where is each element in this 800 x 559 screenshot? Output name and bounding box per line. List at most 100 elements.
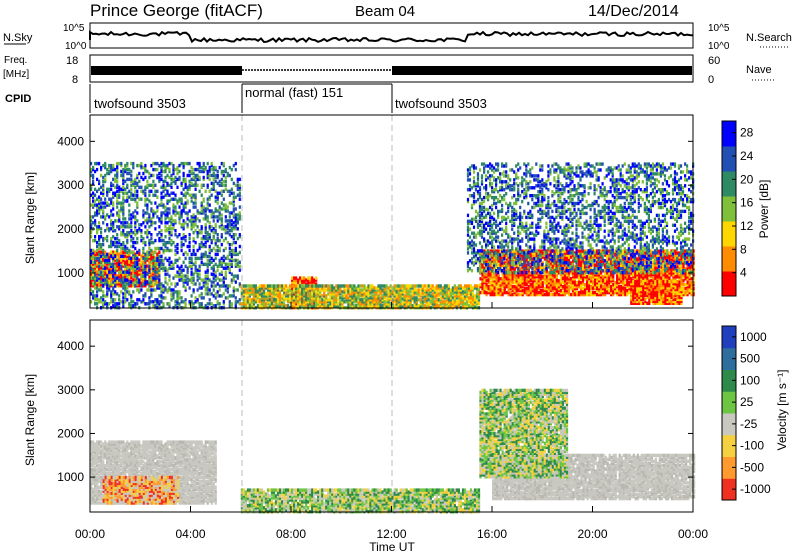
echo-cell [235, 263, 237, 266]
echo-cell [120, 225, 122, 228]
echo-cell [168, 274, 170, 277]
echo-cell [323, 284, 325, 287]
echo-cell [211, 168, 213, 171]
echo-cell [168, 302, 170, 305]
echo-cell [305, 284, 307, 287]
echo-cell [189, 286, 191, 289]
echo-cell [287, 304, 289, 307]
echo-cell [146, 268, 148, 271]
echo-cell [100, 201, 102, 204]
echo-cell [189, 174, 191, 177]
echo-cell [104, 205, 106, 208]
echo-cell [203, 176, 205, 179]
echo-cell [233, 286, 235, 289]
echo-cell [142, 269, 144, 272]
echo-cell [464, 302, 466, 305]
echo-cell [130, 284, 132, 287]
echo-cell [166, 211, 168, 214]
echo-cell [174, 259, 176, 262]
echo-cell [168, 184, 170, 187]
echo-cell [142, 241, 144, 244]
echo-cell [136, 211, 138, 214]
echo-cell [217, 215, 219, 218]
echo-cell [112, 253, 114, 256]
echo-cell [176, 251, 178, 254]
echo-cell [384, 300, 386, 303]
echo-cell [462, 286, 464, 289]
echo-cell [524, 287, 526, 290]
echo-cell [207, 215, 209, 218]
echo-cell [219, 294, 221, 297]
echo-cell [181, 274, 183, 277]
echo-cell [96, 270, 98, 273]
echo-cell [106, 302, 108, 305]
echo-cell [303, 284, 305, 287]
echo-cell [193, 273, 195, 276]
echo-cell [176, 259, 178, 262]
echo-cell [203, 184, 205, 187]
echo-cell [138, 164, 140, 167]
echo-cell [225, 184, 227, 187]
echo-cell [100, 251, 102, 254]
echo-cell [102, 176, 104, 179]
echo-cell [106, 235, 108, 238]
echo-cell [197, 217, 199, 220]
echo-cell [128, 168, 130, 171]
echo-cell [130, 229, 132, 232]
echo-cell [110, 290, 112, 293]
echo-cell [156, 174, 158, 177]
echo-cell [225, 176, 227, 179]
echo-cell [152, 265, 154, 268]
echo-cell [404, 294, 406, 297]
echo-cell [386, 290, 388, 293]
echo-cell [150, 174, 152, 177]
echo-cell [104, 300, 106, 303]
echo-cell [189, 237, 191, 240]
echo-cell [102, 180, 104, 183]
echo-cell [160, 201, 162, 204]
echo-cell [132, 211, 134, 214]
echo-cell [96, 302, 98, 305]
echo-cell [205, 235, 207, 238]
echo-cell [128, 269, 130, 272]
echo-cell [134, 284, 136, 287]
echo-cell [189, 241, 191, 244]
echo-cell [106, 266, 108, 269]
echo-cell [209, 298, 211, 301]
echo-cell [164, 280, 166, 283]
echo-cell [124, 192, 126, 195]
echo-cell [203, 284, 205, 287]
echo-cell [185, 302, 187, 305]
echo-cell [114, 276, 116, 279]
echo-cell [201, 184, 203, 187]
echo-cell [134, 221, 136, 224]
echo-cell [297, 284, 299, 287]
echo-cell [225, 247, 227, 250]
echo-cell [158, 237, 160, 240]
echo-cell [267, 284, 269, 287]
echo-cell [223, 280, 225, 283]
echo-cell [217, 265, 219, 268]
echo-cell [178, 176, 180, 179]
echo-cell [229, 211, 231, 214]
freq-tick-bottom: 8 [72, 74, 78, 86]
echo-cell [313, 278, 315, 281]
echo-cell [211, 292, 213, 295]
echo-cell [396, 284, 398, 287]
echo-cell [361, 284, 363, 287]
echo-cell [185, 162, 187, 165]
echo-cell [112, 304, 114, 307]
echo-cell [166, 199, 168, 202]
echo-cell [104, 178, 106, 181]
echo-cell [438, 304, 440, 307]
echo-cell [217, 269, 219, 272]
echo-cell [227, 209, 229, 212]
echo-cell [142, 237, 144, 240]
echo-cell [333, 286, 335, 289]
echo-cell [116, 205, 118, 208]
echo-cell [315, 276, 317, 279]
echo-cell [154, 239, 156, 242]
echo-cell [345, 284, 347, 287]
echo-cell [211, 267, 213, 270]
echo-cell [221, 213, 223, 216]
